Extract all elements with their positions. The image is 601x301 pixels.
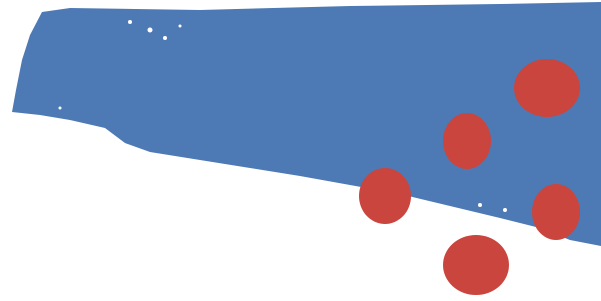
speckle (478, 203, 482, 207)
page: (() => { const data = JSON.parse(documen… (0, 0, 601, 301)
speckle (503, 208, 507, 212)
red-dot (443, 113, 491, 169)
speckle (148, 28, 153, 33)
red-dot (443, 235, 509, 295)
blue-brush-stroke (12, 2, 601, 246)
red-dot (532, 184, 580, 240)
speckle (128, 20, 132, 24)
red-dot (359, 168, 411, 224)
canvas (0, 0, 601, 301)
speckle (179, 25, 182, 28)
red-dot (514, 59, 580, 117)
speckle (59, 107, 62, 110)
speckle (163, 36, 167, 40)
